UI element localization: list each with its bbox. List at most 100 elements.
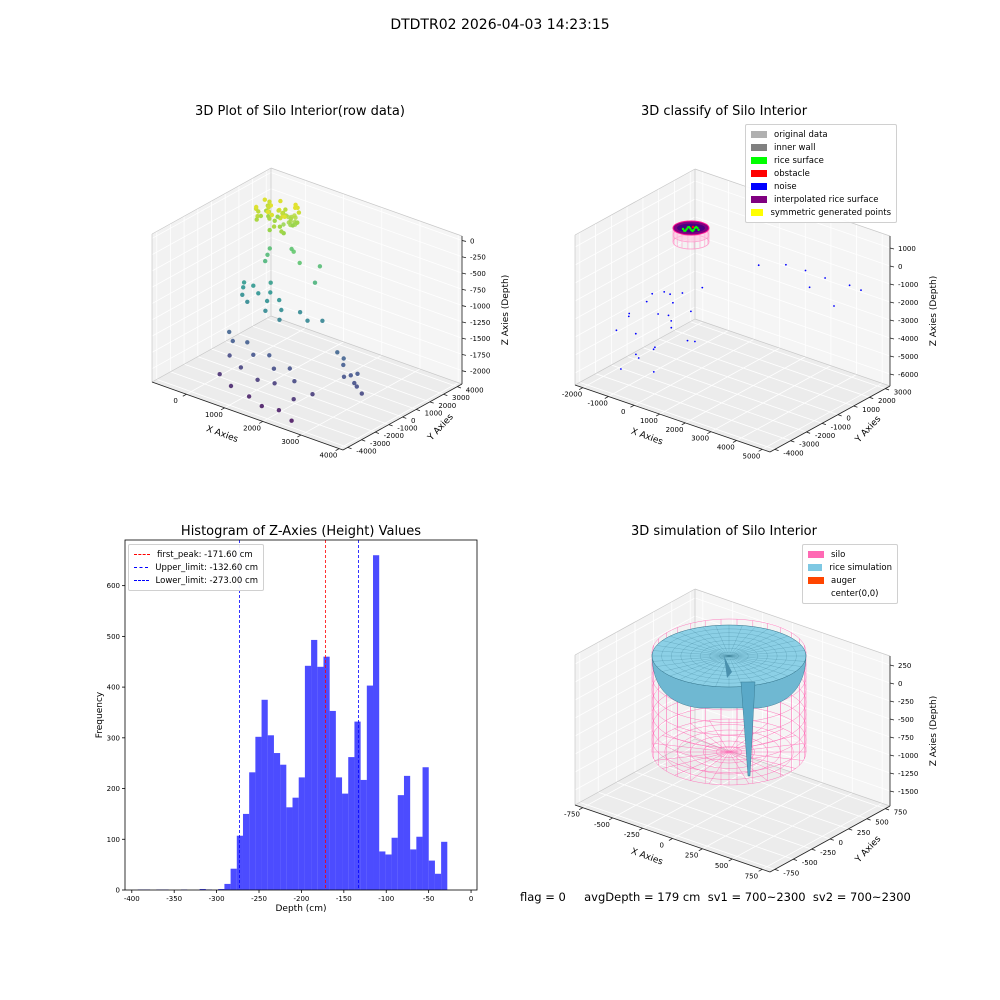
hist-y-tick-label: 0 [116,887,120,895]
cls-noise-point [654,346,656,349]
cls-z-tick-label: -6000 [898,371,918,379]
hist-bar [261,699,268,890]
raw-data-point [292,213,297,218]
raw-z-tick-label: -750 [470,286,486,294]
sim-x-tick-label: -750 [564,811,580,819]
cls-x-tick-label: 5000 [742,452,760,460]
cls-x-tick-label: 2000 [666,426,684,434]
sim-legend-item: rice simulation [808,561,892,574]
cls-noise-point [808,286,811,289]
raw-y-tick-label: 0 [411,417,415,425]
cls-z-axis-label: Z Axies (Depth) [929,276,939,347]
hist-bar [317,666,324,890]
raw-data-point [312,280,318,285]
hist-bar [342,793,349,890]
sim-x-tick-label: 500 [715,862,728,870]
hist-bar [360,779,367,890]
hist-bar [410,849,417,890]
cls-noise-point [690,310,692,313]
raw-data-point [265,209,270,215]
hist-bar [249,772,256,890]
raw-data-point [268,290,273,295]
raw-data-point [287,366,292,371]
raw-x-tick-label: 3000 [281,438,299,446]
legend-label: Lower_limit: -273.00 cm [155,575,258,586]
cls-noise-point [848,284,851,287]
cls-obstacle-point [691,225,695,229]
cls-noise-point [669,293,671,296]
raw-z-tick-label: -1000 [470,303,490,311]
cls-noise-point [652,348,655,351]
sim-axes [574,656,895,873]
sim-rice-cone [740,681,756,777]
hist-bars [137,555,448,890]
hist-bar [397,795,404,890]
raw-data-point [297,310,303,315]
raw-data-point [228,383,234,389]
cls-rice-point [692,228,695,231]
hist-y-tick-label: 500 [107,633,120,641]
cls-rice-point [685,228,688,231]
legend-label: auger [831,575,856,586]
raw-data-point [263,258,268,264]
raw-data-point [267,216,272,221]
legend-label: inner wall [774,142,816,153]
sim-center-dip [724,656,732,678]
cls-x-tick-label: 3000 [691,435,709,443]
hist-y-axis-label: Frequency [95,691,105,738]
cls-x-tick-label: -2000 [562,391,582,399]
legend-label: rice simulation [829,562,892,573]
legend-label: obstacle [774,168,810,179]
cls-y-tick-label: -3000 [799,441,819,449]
cls-y-tick-label: 1000 [862,406,880,414]
raw-data-point [355,371,360,376]
cls-y-tick-label: 0 [846,415,850,423]
cls-z-tick-label: -1000 [898,281,918,289]
legend-label: center(0,0) [831,588,879,599]
raw-y-tick-label: 4000 [466,387,484,395]
legend-color-swatch [808,551,824,558]
raw-data-point [283,207,288,212]
raw-data-point [341,374,347,379]
raw-data-point [341,362,346,368]
legend-color-swatch [808,577,824,584]
raw-z-axis-label: Z Axies (Depth) [501,275,511,346]
sim-legend-item: silo [808,548,892,561]
cls-z-tick-label: 0 [898,263,902,271]
sim-z-tick-label: -1250 [898,770,918,778]
raw-data-point [271,366,277,371]
raw-data-point [268,280,273,285]
cls-legend-item: original data [751,128,891,141]
hist-y-tick-label: 400 [107,684,120,692]
legend-color-swatch [808,564,823,571]
hist-legend-item: Lower_limit: -273.00 cm [134,574,258,587]
raw-data-point [359,391,364,396]
sim-z-tick-label: -250 [898,698,914,706]
raw-data-point [354,384,359,389]
hist-legend-item: first_peak: -171.60 cm [134,548,258,561]
raw-data-point [279,229,284,234]
legend-color-swatch [751,144,767,151]
cls-legend-item: inner wall [751,141,891,154]
raw-x-tick-label: 0 [173,397,177,405]
cls-noise-point [672,301,674,304]
raw-data-point [267,246,272,251]
cls-noise-point [627,315,630,318]
hist-bar [323,656,330,890]
raw-z-tick-label: -1500 [470,335,490,343]
hist-x-tick-label: -350 [166,895,182,903]
cls-pane [575,319,890,452]
legend-line-swatch [134,580,149,581]
raw-data-point [240,292,245,297]
hist-bar [224,883,231,890]
cls-y-tick-label: -2000 [815,432,835,440]
raw-data-point [241,280,247,285]
hist-legend-item: Upper_limit: -132.60 cm [134,561,258,574]
cls-rice-point [696,226,699,230]
raw-data-point [348,373,353,378]
cls-legend-item: noise [751,180,891,193]
cls-noise-point [652,371,655,373]
raw-data-point [278,198,283,204]
legend-color-swatch [751,131,767,138]
hist-x-tick-label: -200 [293,895,309,903]
